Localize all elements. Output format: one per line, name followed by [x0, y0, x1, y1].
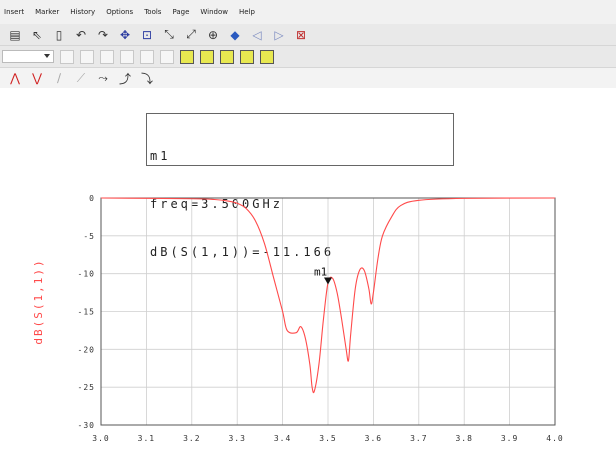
- x-tick-label: 4.0: [546, 434, 563, 443]
- menu-tools[interactable]: Tools: [144, 8, 162, 16]
- zoom-fit-icon[interactable]: ⊕: [207, 27, 219, 42]
- x-tick-label: 3.7: [410, 434, 427, 443]
- plot-frame: [100, 197, 556, 426]
- marker-icon[interactable]: ⋀: [10, 71, 20, 85]
- y-tick-label: 0: [89, 194, 95, 203]
- zoom-box-icon[interactable]: ⊡: [141, 27, 153, 42]
- marker-name: m1: [150, 149, 171, 163]
- x-tick-label: 3.3: [228, 434, 245, 443]
- layout-icon-3[interactable]: [220, 49, 234, 64]
- close-icon[interactable]: ⊠: [295, 27, 307, 42]
- plot-type-dropdown[interactable]: [2, 50, 54, 63]
- plot-icon-5[interactable]: [140, 49, 154, 64]
- plot-grid: [100, 197, 556, 426]
- x-tick-label: 3.0: [92, 434, 109, 443]
- y-tick-label: -20: [78, 345, 95, 354]
- layout-icon-1[interactable]: [180, 49, 194, 64]
- zoom-out-icon[interactable]: ⤢: [186, 27, 196, 41]
- menu-insert[interactable]: Insert: [4, 8, 25, 16]
- delta-ref-icon[interactable]: ⤴: [118, 71, 131, 86]
- x-tick-label: 3.6: [365, 434, 382, 443]
- layout-icon-2[interactable]: [200, 49, 214, 64]
- x-tick-label: 3.4: [274, 434, 291, 443]
- menu-history[interactable]: History: [70, 8, 96, 16]
- marker-m1[interactable]: m1: [314, 265, 332, 285]
- ruler-icon[interactable]: ◆: [230, 27, 240, 42]
- save-icon[interactable]: ▤: [9, 27, 21, 42]
- marker-value: dB(S(1,1))=-11.166: [150, 245, 335, 259]
- menu-page[interactable]: Page: [172, 8, 190, 16]
- delta-mode-icon[interactable]: ⤵: [140, 71, 153, 86]
- move-icon[interactable]: ✥: [119, 27, 131, 42]
- pointer-icon[interactable]: ⇖: [31, 27, 43, 42]
- zoom-in-icon[interactable]: ⤡: [164, 27, 174, 41]
- menu-help[interactable]: Help: [239, 8, 255, 16]
- marker-freq: freq=3.500GHz: [150, 197, 283, 211]
- layout-icon-4[interactable]: [240, 49, 254, 64]
- y-tick-label: -5: [83, 232, 95, 241]
- x-tick-label: 3.2: [183, 434, 200, 443]
- y-tick-label: -10: [78, 270, 95, 279]
- prev-icon[interactable]: ◁: [252, 27, 262, 42]
- marker-triangle-icon[interactable]: [324, 277, 332, 285]
- menu-marker[interactable]: Marker: [35, 8, 60, 16]
- plot-icon-3[interactable]: [100, 49, 114, 64]
- menu-window[interactable]: Window: [200, 8, 229, 16]
- y-tick-label: -15: [78, 308, 95, 317]
- plot-icon-4[interactable]: [120, 49, 134, 64]
- main-toolbar: ▤ ⇖ ▯ ↶ ↷ ✥ ⊡ ⤡ ⤢ ⊕ ◆ ◁ ▷ ⊠: [0, 24, 616, 46]
- plot-icon-2[interactable]: [80, 49, 94, 64]
- marker-toolbar: ⋀ ⋁ ∕ ⟋ ⤳ ⤴ ⤵: [0, 68, 616, 88]
- y-tick-label: -25: [78, 383, 95, 392]
- y-tick-label: -30: [78, 421, 95, 430]
- menu-bar: Insert Marker History Options Tools Page Windo…: [0, 0, 616, 24]
- slope-marker-icon[interactable]: ⟋: [76, 70, 86, 85]
- y-axis-label: dB(S(1,1)): [32, 258, 45, 344]
- menu-options[interactable]: Options: [106, 8, 134, 16]
- next-icon[interactable]: ▷: [274, 27, 284, 42]
- valley-marker-icon[interactable]: ⋁: [32, 71, 42, 85]
- secondary-toolbar: [0, 46, 616, 68]
- delta-marker-icon[interactable]: ⤳: [98, 70, 108, 85]
- line-marker-icon[interactable]: ∕: [56, 71, 62, 85]
- x-tick-label: 3.5: [319, 434, 336, 443]
- delete-icon[interactable]: ▯: [55, 27, 63, 42]
- marker-readout[interactable]: m1 freq=3.500GHz dB(S(1,1))=-11.166: [146, 113, 454, 259]
- marker-label: m1: [314, 265, 327, 278]
- undo-icon[interactable]: ↶: [75, 27, 87, 42]
- tick-labels: 3.0 3.1 3.2 3.3 3.4 3.5 3.6 3.7 3.8 3.9 4.0 0 -5 -10 -…: [78, 194, 563, 443]
- plot-icon-1[interactable]: [60, 49, 74, 64]
- x-tick-label: 3.1: [138, 434, 155, 443]
- layout-icon-5[interactable]: [260, 49, 274, 64]
- redo-icon[interactable]: ↷: [97, 27, 109, 42]
- x-tick-label: 3.9: [501, 434, 518, 443]
- x-tick-label: 3.8: [455, 434, 472, 443]
- plot-icon-6[interactable]: [160, 49, 174, 64]
